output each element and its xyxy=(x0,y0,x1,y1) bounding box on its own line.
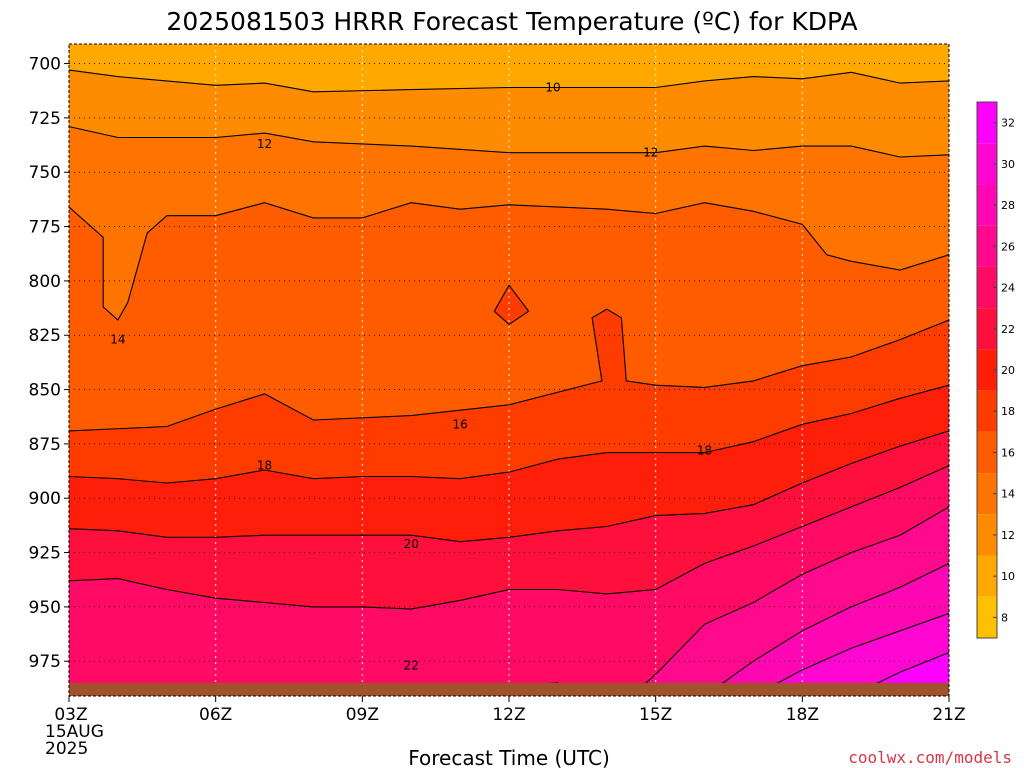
credit-text: coolwx.com/models xyxy=(848,748,1012,767)
contour-16 xyxy=(69,308,949,432)
colorbar-label: 24 xyxy=(1001,282,1015,295)
colorbar-label: 28 xyxy=(1001,199,1015,212)
y-tick-label: 800 xyxy=(29,272,61,292)
x-tick-label: 12Z xyxy=(492,705,525,725)
colorbar-swatch xyxy=(977,102,997,144)
temperature-bands xyxy=(69,44,949,696)
colorbar-label: 26 xyxy=(1001,240,1015,253)
contour-24 xyxy=(630,506,949,696)
contour-label: 18 xyxy=(697,443,712,457)
plot-area xyxy=(69,44,949,696)
band-12-14 xyxy=(69,126,949,321)
contour-14 xyxy=(69,202,949,321)
contour-label: 20 xyxy=(404,537,419,551)
y-tick-label: 725 xyxy=(29,109,61,129)
x-tick-label: 21Z xyxy=(932,705,965,725)
colorbar-swatch xyxy=(977,390,997,432)
contour-16 xyxy=(493,284,530,326)
band-18-20 xyxy=(69,385,949,542)
contour-12 xyxy=(69,126,949,158)
colorbar: 8 10 12 14 16 18 20 22 24 26 28 30 32 xyxy=(976,101,1015,639)
colorbar-label: 10 xyxy=(1001,570,1015,583)
y-tick-label: 950 xyxy=(29,598,61,618)
colorbar-swatch xyxy=(977,308,997,350)
colorbar-label: 18 xyxy=(1001,405,1015,418)
band-16-18 xyxy=(69,309,949,484)
y-axis: 700 725 750 775 800 825 850 875 900 925 950 975 xyxy=(29,55,69,672)
contour-18 xyxy=(69,384,949,484)
y-tick-label: 975 xyxy=(29,652,61,672)
colorbar-swatch xyxy=(977,431,997,474)
colorbar-label: 20 xyxy=(1001,364,1015,377)
contour-label: 18 xyxy=(257,459,272,473)
x-tick-label: 06Z xyxy=(199,705,232,725)
contour-label: 16 xyxy=(452,417,467,431)
colorbar-swatch xyxy=(977,225,997,267)
x-tick-label: 09Z xyxy=(346,705,379,725)
colorbar-swatch xyxy=(977,555,997,597)
x-tick-label: 03Z xyxy=(54,705,87,725)
colorbar-swatch xyxy=(977,184,997,226)
y-tick-label: 900 xyxy=(29,489,61,509)
ground-rect xyxy=(69,682,949,696)
x-start-date-label: 15AUG xyxy=(45,722,104,742)
colorbar-label: 32 xyxy=(1001,117,1015,130)
contour-22 xyxy=(69,465,949,610)
band-cell-16 xyxy=(494,285,529,325)
chart-title: 2025081503 HRRR Forecast Temperature (ºC… xyxy=(166,7,857,36)
contour-label: 14 xyxy=(110,333,125,347)
colorbar-swatch xyxy=(977,514,997,556)
colorbar-swatch xyxy=(977,473,997,515)
contour-label: 12 xyxy=(257,137,272,151)
ground-layer xyxy=(69,682,949,696)
band-20-22 xyxy=(69,430,949,610)
y-tick-label: 850 xyxy=(29,381,61,401)
contour-label: 22 xyxy=(404,659,419,673)
y-tick-label: 750 xyxy=(29,163,61,183)
contour-20 xyxy=(69,430,949,543)
y-tick-label: 875 xyxy=(29,435,61,455)
y-tick-label: 775 xyxy=(29,218,61,238)
colorbar-swatch xyxy=(977,266,997,309)
band-10-12 xyxy=(69,70,949,158)
colorbar-label: 22 xyxy=(1001,323,1015,336)
y-tick-label: 925 xyxy=(29,544,61,564)
x-tick-label: 18Z xyxy=(786,705,819,725)
contour-10 xyxy=(69,69,949,93)
x-start-date-label: 2025 xyxy=(45,739,88,759)
colorbar-label: 12 xyxy=(1001,529,1015,542)
colorbar-swatch xyxy=(977,349,997,391)
colorbar-swatch xyxy=(977,596,997,638)
x-axis-label: Forecast Time (UTC) xyxy=(408,746,610,768)
contour-labels: 10 12 12 14 16 18 18 20 22 xyxy=(110,80,712,672)
band-8-10 xyxy=(69,44,949,92)
contour-label: 12 xyxy=(643,146,658,160)
colorbar-swatch xyxy=(977,143,997,185)
contour-26 xyxy=(704,562,949,696)
contour-label: 10 xyxy=(545,80,560,94)
colorbar-label: 30 xyxy=(1001,158,1015,171)
x-tick-label: 15Z xyxy=(639,705,672,725)
colorbar-label: 14 xyxy=(1001,488,1015,501)
y-tick-label: 700 xyxy=(29,55,61,75)
colorbar-label: 8 xyxy=(1001,611,1008,624)
contour-28 xyxy=(753,612,949,696)
colorbar-label: 16 xyxy=(1001,446,1015,459)
y-tick-label: 825 xyxy=(29,326,61,346)
